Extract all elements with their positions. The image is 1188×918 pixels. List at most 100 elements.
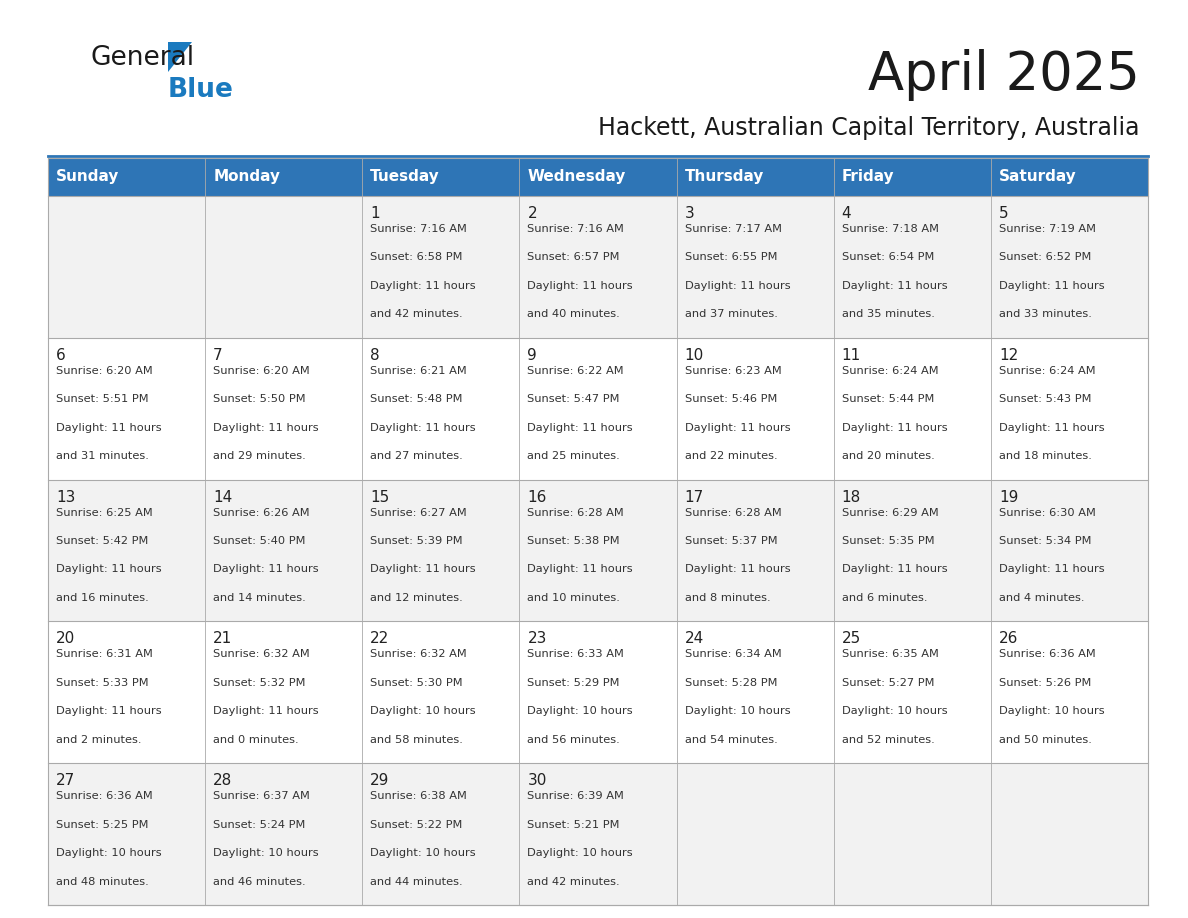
Text: Saturday: Saturday xyxy=(999,170,1076,185)
Text: Sunset: 5:51 PM: Sunset: 5:51 PM xyxy=(56,394,148,404)
Text: Sunset: 5:26 PM: Sunset: 5:26 PM xyxy=(999,677,1092,688)
Bar xyxy=(48,158,1148,196)
Text: 21: 21 xyxy=(213,632,233,646)
Text: and 54 minutes.: and 54 minutes. xyxy=(684,734,777,744)
Text: Sunrise: 6:35 AM: Sunrise: 6:35 AM xyxy=(842,649,939,659)
Text: Sunset: 5:33 PM: Sunset: 5:33 PM xyxy=(56,677,148,688)
Text: 30: 30 xyxy=(527,773,546,789)
Text: Daylight: 10 hours: Daylight: 10 hours xyxy=(842,706,947,716)
Text: Sunset: 5:27 PM: Sunset: 5:27 PM xyxy=(842,677,934,688)
Text: Hackett, Australian Capital Territory, Australia: Hackett, Australian Capital Territory, A… xyxy=(599,116,1140,140)
Text: Sunset: 5:35 PM: Sunset: 5:35 PM xyxy=(842,536,934,546)
Text: and 10 minutes.: and 10 minutes. xyxy=(527,593,620,603)
Text: Sunrise: 6:37 AM: Sunrise: 6:37 AM xyxy=(213,791,310,801)
Text: and 12 minutes.: and 12 minutes. xyxy=(371,593,463,603)
Text: and 52 minutes.: and 52 minutes. xyxy=(842,734,935,744)
Text: Sunset: 5:21 PM: Sunset: 5:21 PM xyxy=(527,820,620,830)
Text: Daylight: 11 hours: Daylight: 11 hours xyxy=(999,422,1105,432)
Text: Sunset: 5:28 PM: Sunset: 5:28 PM xyxy=(684,677,777,688)
Text: Blue: Blue xyxy=(168,77,234,103)
Text: Daylight: 11 hours: Daylight: 11 hours xyxy=(56,422,162,432)
Text: and 8 minutes.: and 8 minutes. xyxy=(684,593,770,603)
Text: Daylight: 11 hours: Daylight: 11 hours xyxy=(56,565,162,575)
Text: 26: 26 xyxy=(999,632,1018,646)
Text: Sunset: 5:25 PM: Sunset: 5:25 PM xyxy=(56,820,148,830)
Text: Sunrise: 7:18 AM: Sunrise: 7:18 AM xyxy=(842,224,939,234)
Text: Daylight: 11 hours: Daylight: 11 hours xyxy=(371,565,476,575)
Text: 2: 2 xyxy=(527,206,537,221)
Text: Daylight: 11 hours: Daylight: 11 hours xyxy=(213,706,318,716)
Polygon shape xyxy=(168,42,192,72)
Text: Daylight: 11 hours: Daylight: 11 hours xyxy=(999,565,1105,575)
Text: Sunrise: 6:21 AM: Sunrise: 6:21 AM xyxy=(371,365,467,375)
Text: 14: 14 xyxy=(213,489,233,505)
Text: and 0 minutes.: and 0 minutes. xyxy=(213,734,298,744)
Text: 23: 23 xyxy=(527,632,546,646)
Text: Sunset: 5:47 PM: Sunset: 5:47 PM xyxy=(527,394,620,404)
Text: Daylight: 11 hours: Daylight: 11 hours xyxy=(527,565,633,575)
Text: Wednesday: Wednesday xyxy=(527,170,626,185)
Text: Sunrise: 6:27 AM: Sunrise: 6:27 AM xyxy=(371,508,467,518)
Text: Sunrise: 6:24 AM: Sunrise: 6:24 AM xyxy=(999,365,1095,375)
Text: Sunrise: 6:26 AM: Sunrise: 6:26 AM xyxy=(213,508,310,518)
Text: Sunrise: 7:16 AM: Sunrise: 7:16 AM xyxy=(527,224,625,234)
Text: Daylight: 11 hours: Daylight: 11 hours xyxy=(684,422,790,432)
Text: Friday: Friday xyxy=(842,170,895,185)
Text: 20: 20 xyxy=(56,632,75,646)
Text: Daylight: 11 hours: Daylight: 11 hours xyxy=(371,422,476,432)
Text: Sunset: 5:24 PM: Sunset: 5:24 PM xyxy=(213,820,305,830)
Text: 8: 8 xyxy=(371,348,380,363)
Text: and 58 minutes.: and 58 minutes. xyxy=(371,734,463,744)
Text: Daylight: 10 hours: Daylight: 10 hours xyxy=(56,848,162,858)
Text: Sunset: 5:30 PM: Sunset: 5:30 PM xyxy=(371,677,463,688)
Bar xyxy=(48,621,1148,763)
Text: and 27 minutes.: and 27 minutes. xyxy=(371,451,463,461)
Text: Sunrise: 6:32 AM: Sunrise: 6:32 AM xyxy=(371,649,467,659)
Text: Daylight: 10 hours: Daylight: 10 hours xyxy=(999,706,1105,716)
Text: 12: 12 xyxy=(999,348,1018,363)
Text: Thursday: Thursday xyxy=(684,170,764,185)
Text: Sunset: 5:37 PM: Sunset: 5:37 PM xyxy=(684,536,777,546)
Text: and 18 minutes.: and 18 minutes. xyxy=(999,451,1092,461)
Text: and 2 minutes.: and 2 minutes. xyxy=(56,734,141,744)
Text: Sunrise: 6:30 AM: Sunrise: 6:30 AM xyxy=(999,508,1095,518)
Bar xyxy=(48,763,1148,905)
Text: Sunset: 5:48 PM: Sunset: 5:48 PM xyxy=(371,394,463,404)
Text: Daylight: 11 hours: Daylight: 11 hours xyxy=(842,565,947,575)
Text: 11: 11 xyxy=(842,348,861,363)
Text: and 4 minutes.: and 4 minutes. xyxy=(999,593,1085,603)
Text: 27: 27 xyxy=(56,773,75,789)
Text: Daylight: 10 hours: Daylight: 10 hours xyxy=(371,706,476,716)
Text: Sunrise: 6:34 AM: Sunrise: 6:34 AM xyxy=(684,649,782,659)
Text: Sunrise: 6:36 AM: Sunrise: 6:36 AM xyxy=(56,791,153,801)
Text: 17: 17 xyxy=(684,489,703,505)
Text: and 35 minutes.: and 35 minutes. xyxy=(842,309,935,319)
Text: 15: 15 xyxy=(371,489,390,505)
Text: Sunset: 5:46 PM: Sunset: 5:46 PM xyxy=(684,394,777,404)
Text: and 42 minutes.: and 42 minutes. xyxy=(527,877,620,887)
Text: Sunset: 6:52 PM: Sunset: 6:52 PM xyxy=(999,252,1092,263)
Text: and 46 minutes.: and 46 minutes. xyxy=(213,877,305,887)
Text: 4: 4 xyxy=(842,206,852,221)
Text: Sunset: 6:55 PM: Sunset: 6:55 PM xyxy=(684,252,777,263)
Text: Sunrise: 7:17 AM: Sunrise: 7:17 AM xyxy=(684,224,782,234)
Text: Daylight: 11 hours: Daylight: 11 hours xyxy=(213,422,318,432)
Text: and 33 minutes.: and 33 minutes. xyxy=(999,309,1092,319)
Text: Daylight: 10 hours: Daylight: 10 hours xyxy=(684,706,790,716)
Text: Daylight: 11 hours: Daylight: 11 hours xyxy=(999,281,1105,291)
Text: Sunset: 5:40 PM: Sunset: 5:40 PM xyxy=(213,536,305,546)
Text: 3: 3 xyxy=(684,206,694,221)
Text: Daylight: 10 hours: Daylight: 10 hours xyxy=(527,848,633,858)
Text: Sunrise: 6:23 AM: Sunrise: 6:23 AM xyxy=(684,365,782,375)
Bar xyxy=(48,338,1148,479)
Text: Sunset: 5:50 PM: Sunset: 5:50 PM xyxy=(213,394,305,404)
Text: Sunday: Sunday xyxy=(56,170,119,185)
Text: 24: 24 xyxy=(684,632,703,646)
Text: 16: 16 xyxy=(527,489,546,505)
Text: 19: 19 xyxy=(999,489,1018,505)
Text: and 42 minutes.: and 42 minutes. xyxy=(371,309,463,319)
Text: Sunset: 5:32 PM: Sunset: 5:32 PM xyxy=(213,677,305,688)
Text: Sunset: 5:42 PM: Sunset: 5:42 PM xyxy=(56,536,148,546)
Text: Sunrise: 6:22 AM: Sunrise: 6:22 AM xyxy=(527,365,624,375)
Text: Tuesday: Tuesday xyxy=(371,170,440,185)
